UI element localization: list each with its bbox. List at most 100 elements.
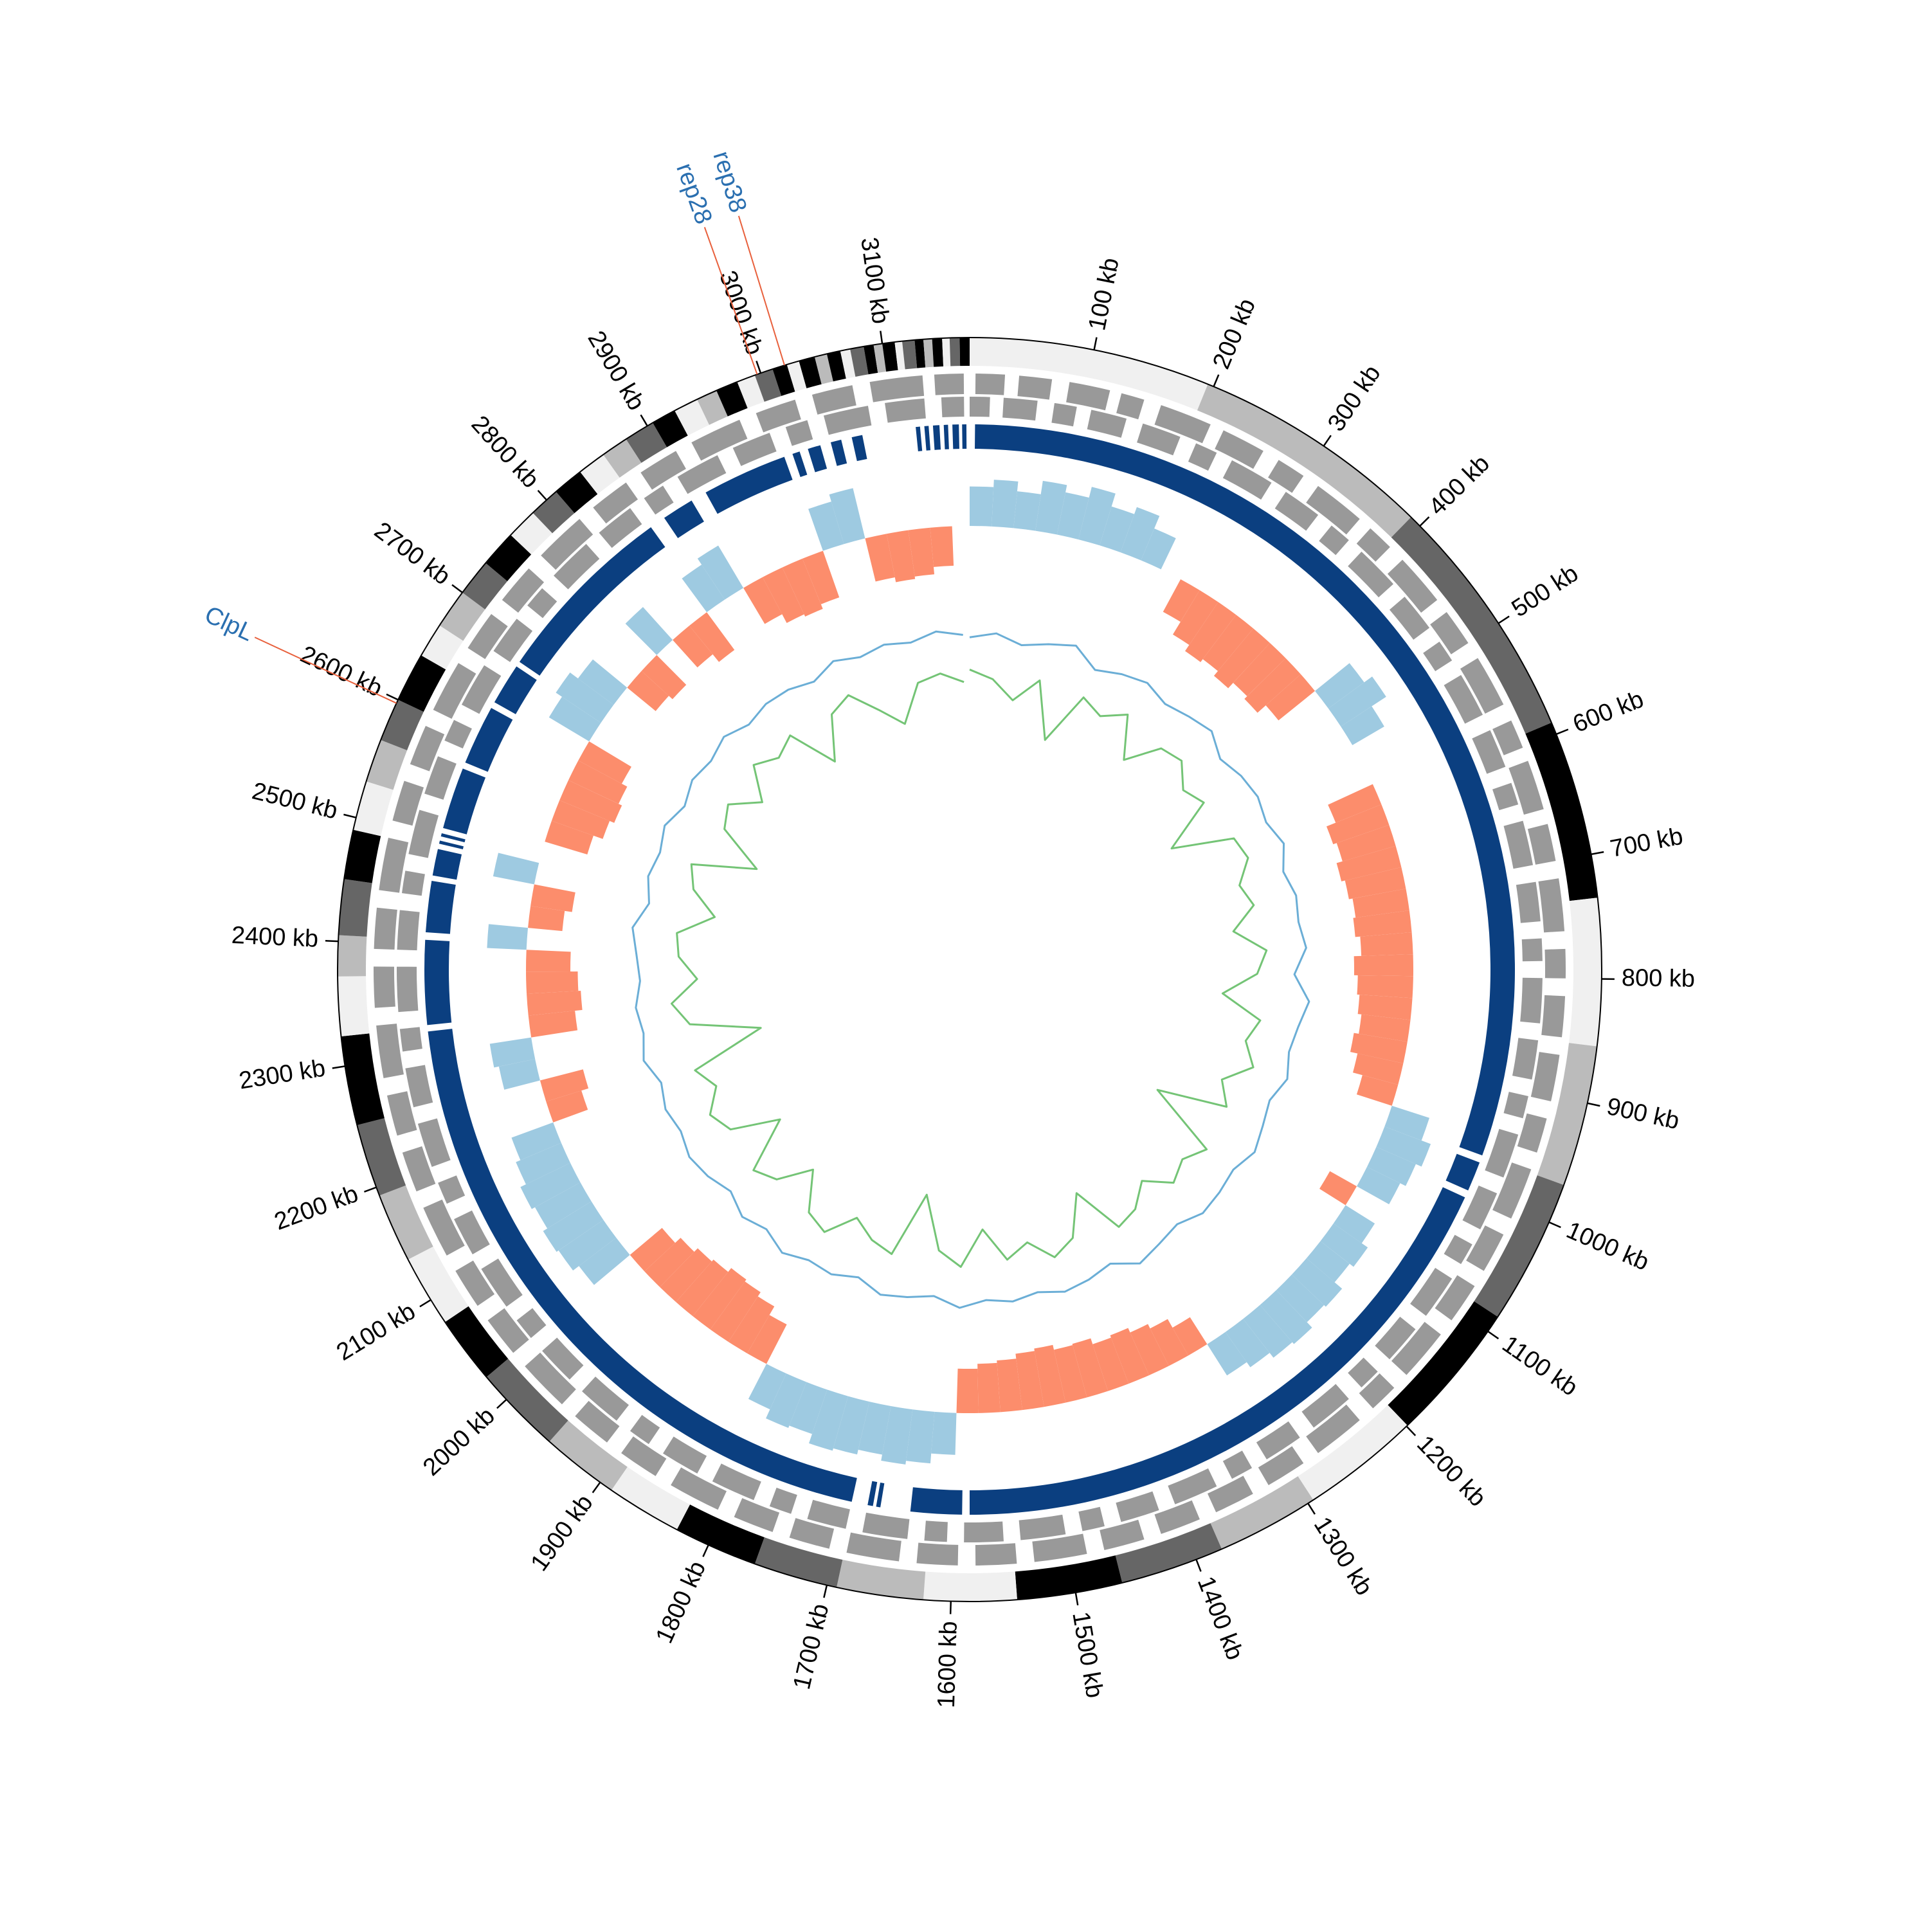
x-tick-label: 500 kb (1507, 560, 1583, 623)
gene (1516, 882, 1541, 923)
x-tick-label: 2500 kb (249, 777, 340, 824)
segment (944, 425, 949, 449)
tick-mark (1420, 517, 1429, 526)
histogram-bar (992, 480, 1018, 528)
annotation-label: rep38 (707, 148, 752, 215)
histogram-bar (1319, 1171, 1357, 1205)
x-tick-label: 1500 kb (1067, 1610, 1108, 1700)
annotation-label: rep28 (671, 159, 717, 228)
gene (1051, 403, 1076, 426)
x-tick-label: 1800 kb (651, 1557, 711, 1648)
gene (376, 1024, 404, 1078)
x-tick-label: 800 kb (1622, 964, 1696, 993)
histogram-bar (1354, 954, 1413, 976)
x-tick-label: 2700 kb (369, 517, 455, 590)
segment (1446, 1154, 1480, 1191)
gene (1116, 393, 1144, 420)
segment (952, 424, 959, 449)
x-tick-label: 2200 kb (271, 1180, 361, 1236)
tick-mark (420, 1300, 431, 1306)
tick-mark (1406, 1426, 1415, 1435)
gene (941, 397, 964, 417)
segment (924, 426, 930, 450)
tick-mark (1308, 1503, 1315, 1514)
segment (664, 501, 704, 538)
gene (975, 1543, 1017, 1566)
gene (1504, 1092, 1528, 1118)
tick-mark (1556, 730, 1568, 734)
segment (426, 881, 456, 934)
gene (870, 375, 925, 402)
histogram-bar (487, 924, 528, 950)
segment (439, 840, 464, 849)
gene (1017, 375, 1052, 399)
gene (916, 1542, 958, 1565)
gene (1019, 1515, 1066, 1540)
tick-mark (1591, 852, 1604, 854)
gene (1504, 821, 1534, 869)
gene (397, 967, 418, 1013)
gene (400, 1027, 422, 1051)
gene (786, 420, 813, 446)
gene (1512, 1038, 1538, 1079)
segment (933, 425, 941, 450)
gene (1268, 460, 1303, 492)
gene (1116, 1492, 1159, 1522)
tick-mark (343, 815, 356, 818)
gene (770, 1488, 797, 1514)
x-tick-label: 1300 kb (1309, 1512, 1378, 1600)
band (950, 338, 960, 366)
x-tick-label: 1900 kb (526, 1490, 599, 1576)
gene (1188, 444, 1217, 471)
gene (1522, 938, 1543, 961)
tick-mark (640, 415, 647, 426)
band (338, 879, 372, 937)
band (1569, 898, 1602, 1046)
x-tick-label: 2900 kb (583, 327, 650, 415)
tick-mark (332, 1066, 345, 1068)
tick-mark (880, 331, 882, 344)
band (353, 781, 393, 836)
segment (916, 427, 922, 451)
tick-mark (703, 1545, 708, 1557)
x-tick-label: 700 kb (1608, 823, 1685, 863)
gene (1517, 1114, 1547, 1153)
tick-mark (1549, 1222, 1561, 1227)
gene (1223, 1450, 1252, 1479)
segment (962, 424, 966, 449)
line-series (671, 669, 1266, 1267)
gene (1002, 398, 1038, 420)
gene (644, 485, 674, 514)
tick-mark (1324, 435, 1331, 446)
x-tick-label: 600 kb (1570, 686, 1648, 738)
x-tick-label: 400 kb (1424, 450, 1495, 521)
segment (494, 666, 537, 714)
gene (1462, 1186, 1497, 1229)
band (942, 338, 950, 366)
tick-mark (1076, 1593, 1078, 1605)
histogram-bar (526, 971, 578, 994)
histogram-bar (970, 487, 993, 527)
tick-mark (1214, 375, 1219, 386)
tick-mark (824, 1585, 827, 1598)
band (932, 338, 943, 367)
tick-mark (1488, 1332, 1498, 1339)
gene (924, 1521, 947, 1542)
gene (405, 1065, 433, 1107)
segment (852, 435, 867, 462)
gene (970, 397, 990, 417)
tick-mark (497, 1400, 507, 1409)
x-tick-label: 100 kb (1083, 255, 1125, 332)
band (959, 338, 970, 366)
x-tick-label: 2400 kb (231, 922, 319, 953)
segment (433, 849, 462, 880)
histogram-bar (1357, 975, 1413, 998)
histogram-bar (526, 950, 571, 971)
segment (910, 1487, 963, 1515)
gene (1078, 1507, 1105, 1531)
band (837, 1560, 925, 1600)
annotation-line (255, 637, 396, 703)
gene (975, 374, 1005, 395)
histogram-bar (931, 1412, 956, 1455)
